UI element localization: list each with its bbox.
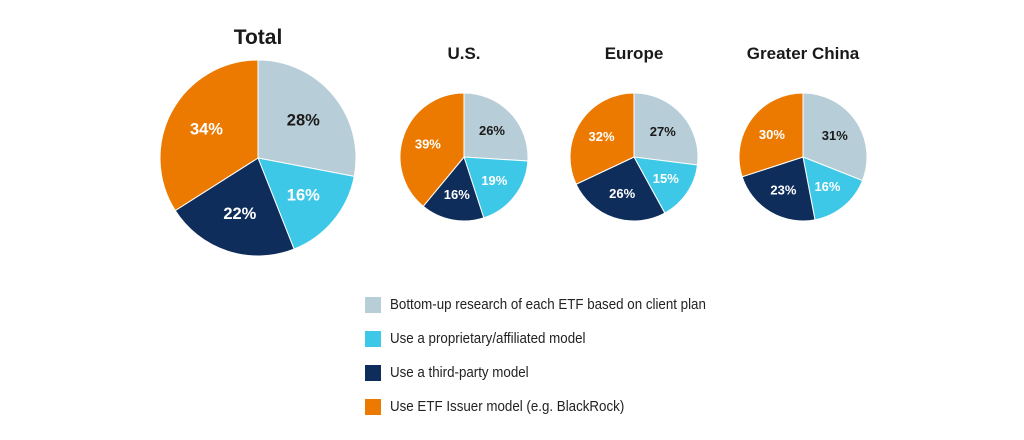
pie-label-us-proprietary: 19% — [481, 173, 507, 188]
pie-label-total-bottom-up: 28% — [287, 112, 320, 130]
pie-slice-us-proprietary — [463, 156, 529, 219]
pie-label-greater-china-bottom-up: 31% — [822, 128, 848, 143]
pie-slice-europe-third-party — [575, 156, 666, 222]
pie-title-us: U.S. — [447, 44, 481, 63]
pie-slice-europe-issuer — [569, 92, 635, 185]
pie-slice-europe-proprietary — [633, 156, 699, 214]
legend-swatch-third-party — [365, 365, 381, 381]
legend-item-issuer: Use ETF Issuer model (e.g. BlackRock) — [365, 390, 733, 424]
pie-title-greater-china: Greater China — [746, 44, 860, 63]
pie-label-europe-third-party: 26% — [609, 186, 635, 201]
pie-slice-total-issuer — [159, 59, 259, 212]
legend-item-third-party: Use a third-party model — [365, 356, 733, 390]
pie-europe: 27% 15% 26% 32% — [569, 92, 699, 222]
legend-label-bottom-up: Bottom-up research of each ETF based on … — [390, 297, 706, 313]
legend-swatch-issuer — [365, 399, 381, 415]
legend-label-issuer: Use ETF Issuer model (e.g. BlackRock) — [390, 399, 625, 415]
legend-label-third-party: Use a third-party model — [390, 365, 529, 381]
pie-label-greater-china-proprietary: 16% — [814, 179, 840, 194]
legend-label-proprietary: Use a proprietary/affiliated model — [390, 331, 586, 347]
pie-total: 28% 16% 22% 34% — [159, 59, 357, 257]
pie-slice-greater-china-third-party — [741, 156, 816, 222]
pie-slice-us-bottom-up — [463, 92, 529, 162]
pie-label-us-issuer: 39% — [415, 136, 441, 151]
pie-slice-greater-china-issuer — [738, 92, 804, 178]
legend-swatch-bottom-up — [365, 297, 381, 313]
pie-slice-total-bottom-up — [257, 59, 357, 177]
pie-label-greater-china-issuer: 30% — [759, 127, 785, 142]
legend-item-bottom-up: Bottom-up research of each ETF based on … — [365, 288, 733, 322]
pie-title-total: Total — [233, 26, 283, 49]
pie-slice-total-third-party — [174, 157, 295, 257]
pie-slice-us-issuer — [399, 92, 465, 208]
pie-us: 26% 19% 16% 39% — [399, 92, 529, 222]
pie-label-total-third-party: 22% — [223, 205, 256, 223]
pie-label-europe-bottom-up: 27% — [650, 124, 676, 139]
pie-title-europe: Europe — [604, 44, 664, 63]
pie-slice-greater-china-proprietary — [802, 156, 864, 221]
pie-slice-europe-bottom-up — [633, 92, 699, 166]
pie-label-greater-china-third-party: 23% — [770, 183, 796, 198]
legend-swatch-proprietary — [365, 331, 381, 347]
pie-slice-greater-china-bottom-up — [802, 92, 868, 182]
pie-label-us-bottom-up: 26% — [479, 123, 505, 138]
pie-slice-us-third-party — [422, 155, 485, 222]
legend: Bottom-up research of each ETF based on … — [365, 288, 733, 424]
legend-item-proprietary: Use a proprietary/affiliated model — [365, 322, 733, 356]
pie-label-europe-issuer: 32% — [589, 129, 615, 144]
pie-slice-total-proprietary — [257, 157, 355, 250]
pie-label-total-proprietary: 16% — [287, 186, 320, 204]
pie-label-total-issuer: 34% — [190, 121, 223, 139]
pie-label-us-third-party: 16% — [444, 187, 470, 202]
pie-greater-china: 31% 16% 23% 30% — [738, 92, 868, 222]
pie-label-europe-proprietary: 15% — [653, 171, 679, 186]
